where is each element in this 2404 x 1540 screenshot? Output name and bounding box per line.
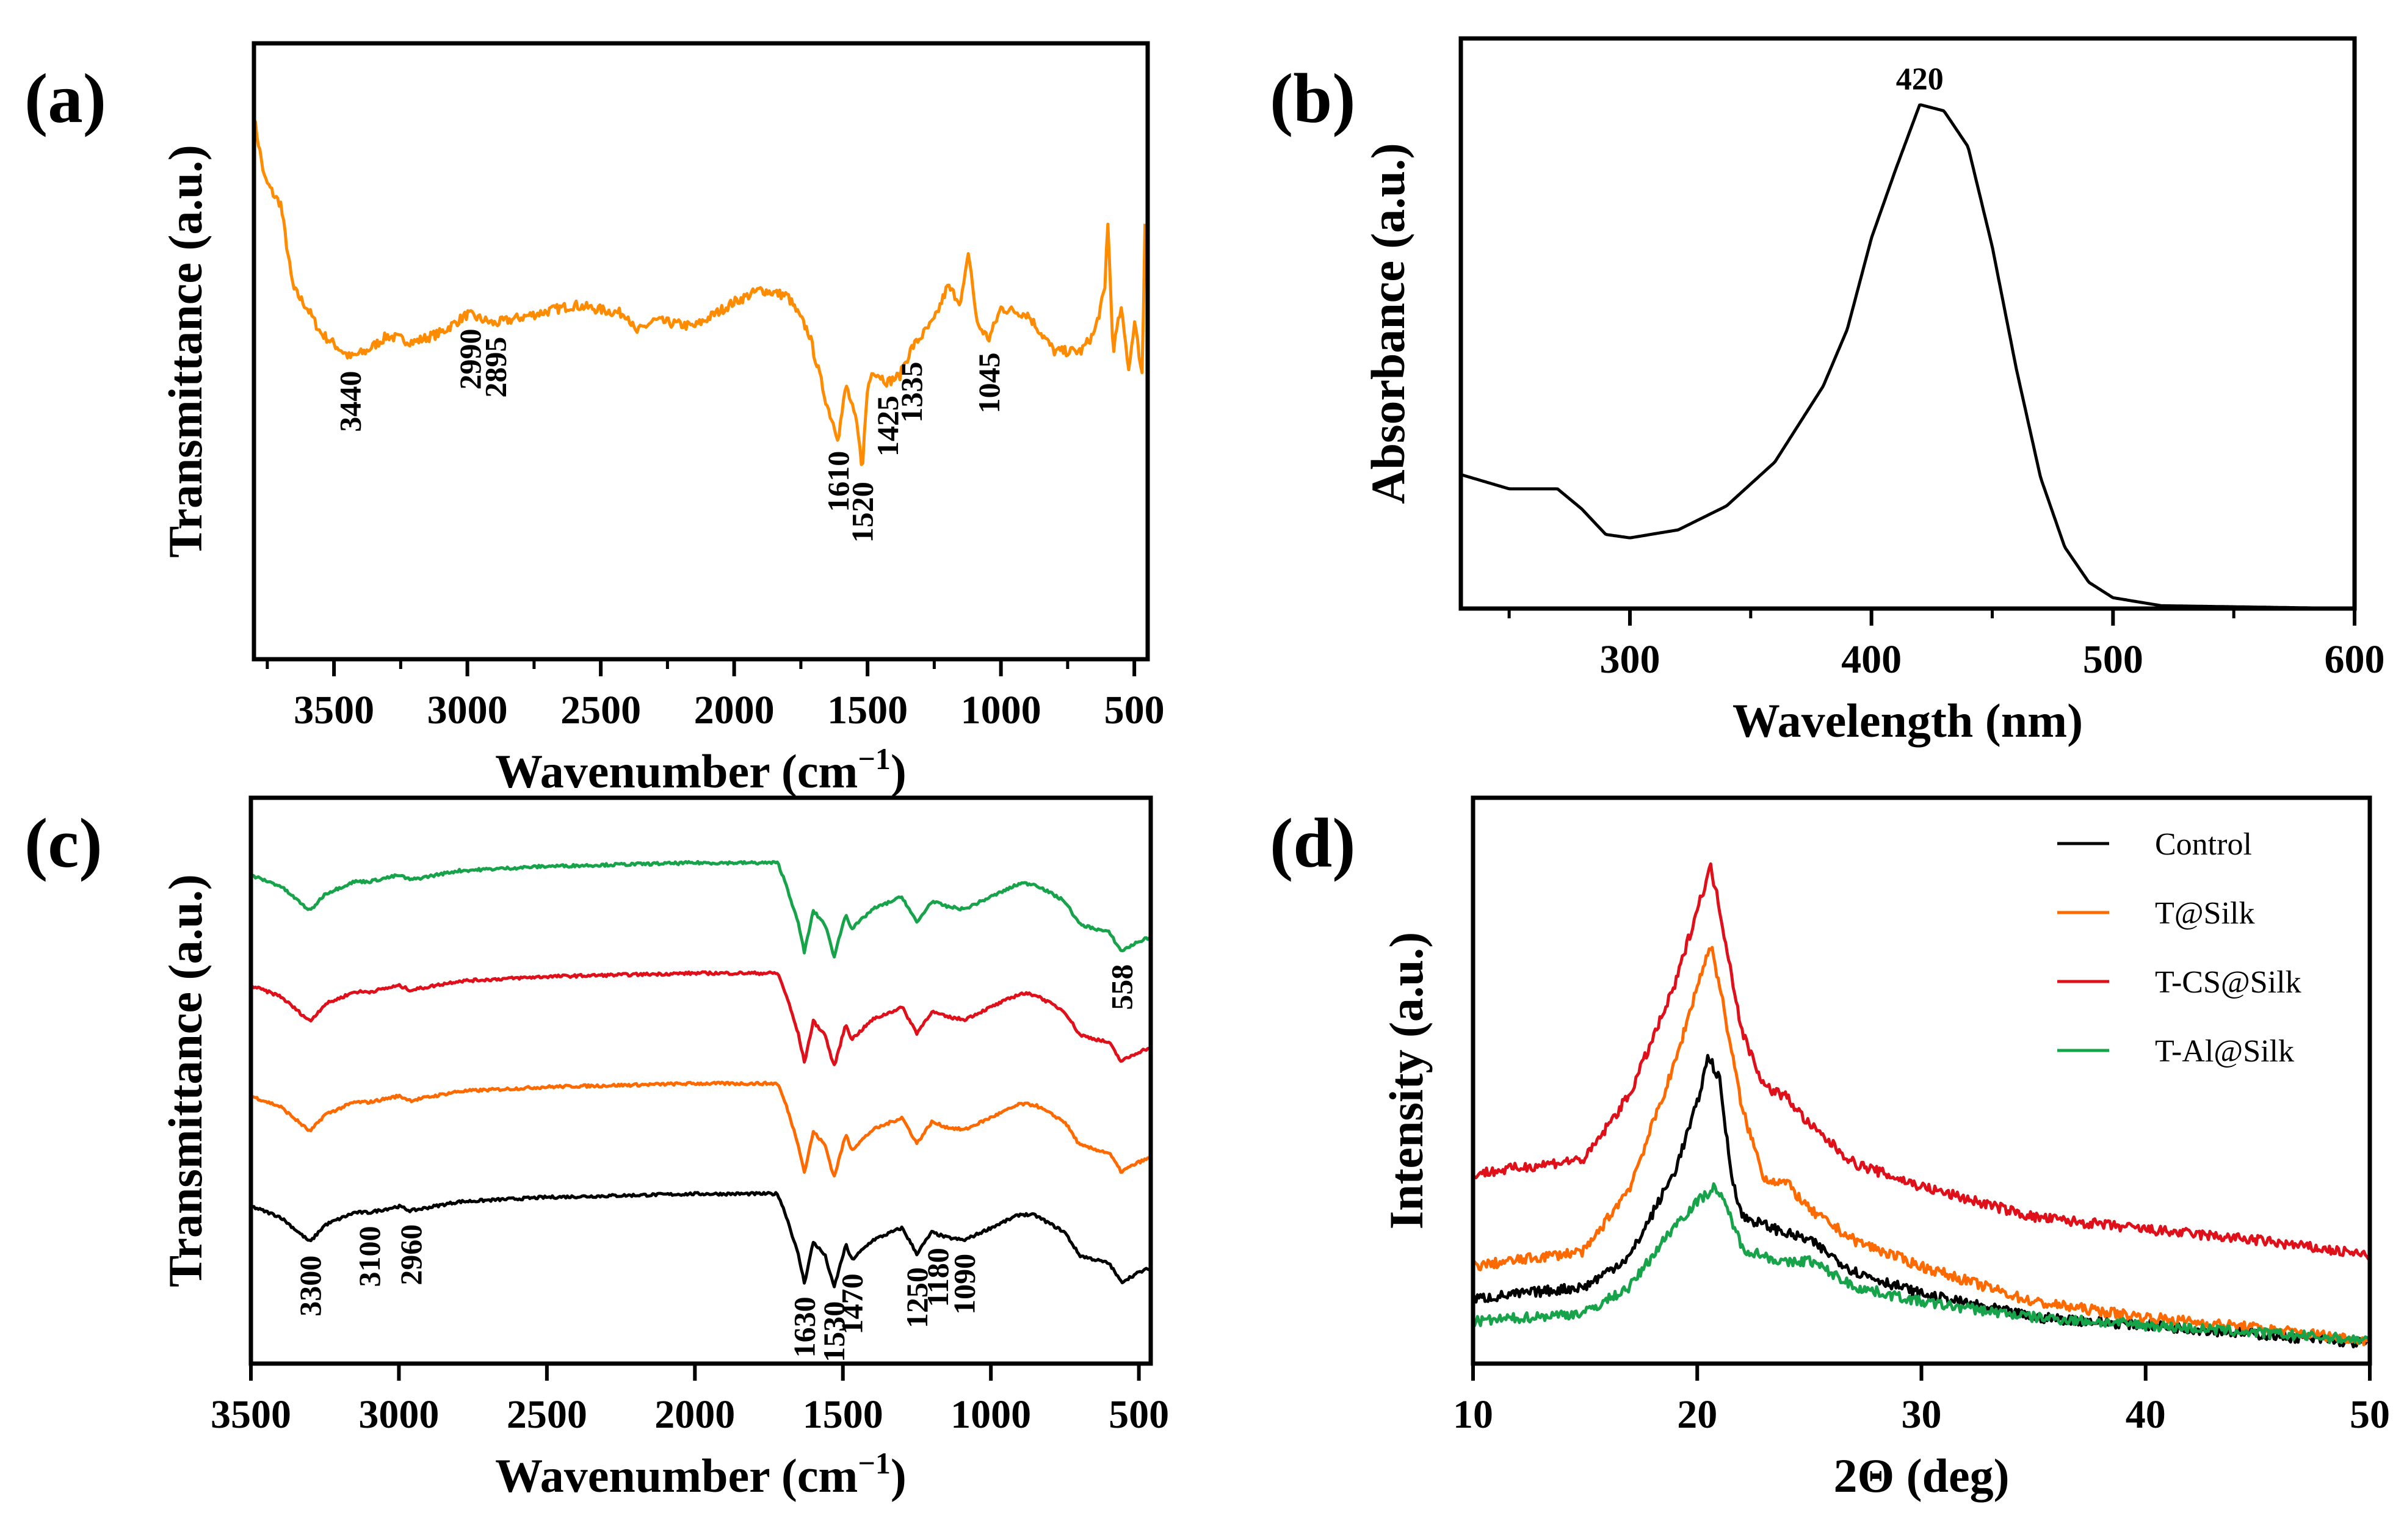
peak-annotation: 3440: [333, 371, 367, 432]
x-tick-label: 400: [1841, 637, 1902, 682]
x-tick-label: 1000: [961, 688, 1041, 732]
series-line-t-silk: [1471, 945, 2372, 1347]
legend-label: T@Silk: [2155, 896, 2254, 931]
peak-annotation: 2960: [394, 1224, 428, 1285]
x-tick-label: 2500: [560, 688, 641, 732]
panel-label: (c): [24, 804, 103, 882]
y-axis-title: Absorbance (a.u.): [1361, 143, 1414, 504]
peak-annotation: 1045: [972, 352, 1006, 413]
x-tick-label: 3000: [427, 688, 508, 732]
series-line-t-silk: [250, 1080, 1151, 1177]
panel-label: (d): [1270, 804, 1356, 882]
series-line-sample: [253, 120, 1147, 466]
legend-label: Control: [2155, 827, 2252, 862]
series-line-control: [250, 1191, 1153, 1289]
series-line-sample: [1460, 103, 2355, 610]
x-axis-title-text: 2Θ (deg): [1833, 1449, 2009, 1502]
x-tick-label: 500: [1104, 688, 1165, 732]
x-tick-label: 2000: [654, 1392, 735, 1437]
plot-frame: [1458, 36, 2357, 611]
x-axis-title: Wavenumber (cm−1): [495, 1446, 907, 1502]
peak-annotation: 558: [1104, 964, 1139, 1010]
series-line-t-al-silk: [250, 859, 1152, 959]
x-tick-label: 500: [1109, 1392, 1169, 1437]
peak-annotation: 1520: [845, 482, 879, 543]
x-tick-label: 2000: [694, 688, 775, 732]
peak-annotation: 3300: [293, 1256, 327, 1317]
plot-frame: [252, 41, 1150, 662]
series-line-control: [1471, 1054, 2372, 1349]
peak-annotation: 1425: [871, 396, 905, 457]
panel-b: (b) 300 400 500 600 Wavelength (nm) Absorbance…: [1270, 36, 2385, 747]
x-tick-label: 40: [2126, 1392, 2166, 1437]
x-tick-label: 1500: [803, 1392, 883, 1437]
x-tick-label: 300: [1599, 637, 1660, 682]
x-axis-title-end: ): [891, 745, 907, 798]
x-axis-title-text: Wavenumber (cm: [495, 745, 858, 798]
peak-annotation: 1250: [900, 1267, 934, 1328]
peak-annotation: 1610: [821, 451, 855, 512]
x-tick-label: 600: [2325, 637, 2385, 682]
peak-annotation: 2990: [453, 328, 487, 389]
panel-label: (a): [24, 60, 106, 137]
x-tick-label: 3500: [294, 688, 374, 732]
series-line-t-cs-silk: [250, 970, 1152, 1066]
plot-frame: [248, 795, 1153, 1366]
panel-c: (c) 3500 3000 2500 2000 1500 1000 500 Wavenumber…: [24, 795, 1169, 1502]
x-tick-label: 1000: [950, 1392, 1031, 1437]
peak-annotation: 1630: [787, 1296, 822, 1357]
legend: Control T@Silk T-CS@Silk T-Al@Silk: [2057, 827, 2301, 1069]
plot-area: [1471, 862, 2372, 1349]
x-axis-title: Wavenumber (cm−1): [495, 742, 907, 798]
x-tick-label: 50: [2350, 1392, 2390, 1437]
peak-annotation: 1335: [894, 361, 929, 422]
x-tick-label: 10: [1453, 1392, 1493, 1437]
peak-annotation: 1470: [835, 1273, 869, 1334]
peak-annotation: 1530: [817, 1301, 851, 1362]
x-axis-title-end: ): [891, 1449, 907, 1502]
y-axis-title: Intensity (a.u.): [1380, 932, 1433, 1230]
y-axis-title: Transmittance (a.u.): [159, 874, 212, 1287]
peak-annotation: 1180: [921, 1248, 955, 1307]
series-line-t-cs-silk: [1471, 862, 2370, 1260]
plot-area: [253, 120, 1147, 466]
x-axis-title: 2Θ (deg): [1833, 1449, 2009, 1502]
x-axis-title-text: Wavenumber (cm: [495, 1449, 858, 1502]
x-tick-label: 3000: [358, 1392, 439, 1437]
x-axis-title-text: Wavelength (nm): [1732, 694, 2083, 747]
x-axis-title: Wavelength (nm): [1732, 694, 2083, 747]
legend-label: T-CS@Silk: [2155, 965, 2301, 1000]
series-line-t-al-silk: [1471, 1182, 2372, 1345]
peak-annotation: 2895: [478, 337, 512, 398]
peak-annotation: 1090: [947, 1254, 982, 1315]
legend-label: T-Al@Silk: [2155, 1034, 2294, 1069]
peak-annotation: 3100: [352, 1226, 386, 1287]
plot-area: [1460, 103, 2355, 610]
x-tick-label: 30: [1902, 1392, 1942, 1437]
panel-a: (a) 3500 3000 2500 2000 1500 1000 500 Wavenumber…: [24, 41, 1165, 798]
x-tick-label: 2500: [507, 1392, 587, 1437]
y-axis-title: Transmittance (a.u.): [159, 145, 212, 558]
plot-frame: [1471, 795, 2372, 1366]
x-axis-title-sup: −1: [858, 742, 891, 776]
panel-d: (d) 10 20 30 40 50 2Θ (deg) Intensity (a.u.) Con…: [1270, 795, 2390, 1502]
x-tick-label: 500: [2083, 637, 2143, 682]
x-tick-label: 20: [1677, 1392, 1717, 1437]
x-tick-label: 1500: [827, 688, 908, 732]
x-tick-label: 3500: [211, 1392, 291, 1437]
peak-label: 420: [1896, 62, 1944, 96]
x-axis-title-sup: −1: [858, 1446, 891, 1480]
panel-label: (b): [1270, 60, 1356, 137]
plot-area: [250, 859, 1153, 1289]
